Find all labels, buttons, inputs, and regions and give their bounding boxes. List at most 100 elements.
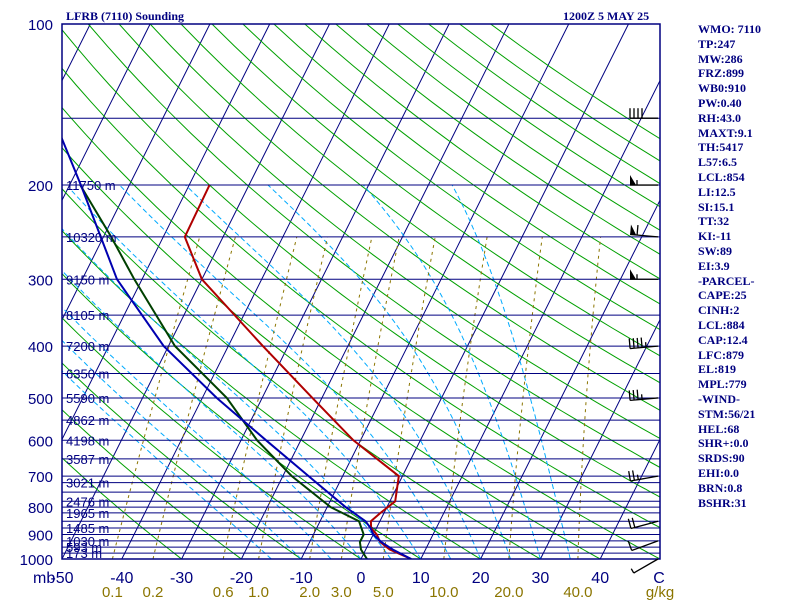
- wind-barb-staff: [631, 540, 659, 552]
- index-item: MAXT:9.1: [698, 125, 753, 140]
- wind-barb-pennant: [630, 269, 636, 280]
- mixing-ratio-line: [309, 236, 373, 559]
- wind-barb-halfflag: [636, 474, 639, 480]
- isotherm-line: [62, 24, 330, 559]
- sounding-curves: [62, 136, 412, 559]
- isotherm-line: [62, 24, 151, 202]
- isotherm-line: [480, 199, 660, 559]
- index-item: LFC:879: [698, 347, 744, 362]
- wind-barb-halfflag: [630, 568, 635, 574]
- parcel-line: [62, 136, 412, 559]
- pressure-tick-label: 600: [28, 433, 53, 450]
- height-label: 11750 m: [66, 178, 116, 193]
- isotherm-line: [599, 438, 660, 559]
- mixing-ratio-line: [152, 236, 236, 559]
- wind-barb-flag: [631, 517, 636, 528]
- plot-background: [62, 24, 660, 559]
- height-label: 2476 m: [66, 494, 109, 509]
- wind-barb-flag: [636, 337, 639, 348]
- index-item: MPL:779: [698, 377, 747, 392]
- pressure-tick-label: 500: [28, 391, 53, 408]
- index-item: SRDS:90: [698, 451, 745, 466]
- pressure-unit-label: mb: [33, 570, 55, 587]
- wind-barb-flag: [631, 470, 636, 481]
- pressure-tick-label: 400: [28, 339, 53, 356]
- index-item: EL:819: [698, 362, 737, 377]
- mixing-ratio-tick-label: 5.0: [373, 584, 394, 600]
- mixing-ratio-line: [222, 236, 298, 559]
- mixing-ratio-tick-label: 3.0: [331, 584, 352, 600]
- wind-barb-pennant: [630, 224, 637, 235]
- index-item: BRN:0.8: [698, 480, 743, 495]
- wind-barb-staff: [633, 558, 659, 574]
- index-item: SHR+:0.0: [698, 436, 749, 451]
- moist-adiabat-line: [62, 306, 332, 559]
- mixing-ratio-line: [258, 236, 329, 559]
- wind-barb-flag: [628, 390, 631, 401]
- pressure-tick-label: 200: [28, 178, 53, 195]
- height-label: 6350 m: [66, 366, 109, 381]
- mixing-ratio-line: [111, 236, 201, 559]
- moist-adiabat-line: [267, 184, 511, 559]
- wind-barbs: [627, 108, 659, 574]
- index-item: TP:247: [698, 36, 736, 51]
- index-item: STM:56/21: [698, 406, 756, 421]
- index-item: EHI:0.0: [698, 465, 740, 480]
- index-item: -PARCEL-: [698, 273, 755, 288]
- chart-title: LFRB (7110) Sounding: [66, 9, 184, 23]
- pressure-tick-label: 1000: [20, 552, 53, 569]
- index-item: EI:3.9: [698, 258, 730, 273]
- temp-tick-label: -10: [290, 570, 313, 587]
- index-item: SW:89: [698, 243, 733, 258]
- index-item: LCL:884: [698, 317, 745, 332]
- wind-barb-flag: [627, 518, 632, 529]
- wind-barb-flag: [636, 389, 639, 400]
- height-label: 1485 m: [66, 521, 109, 536]
- mixing-ratio-tick-label: 0.2: [143, 584, 164, 600]
- index-item: CINH:2: [698, 303, 740, 318]
- height-label: 593 m: [66, 540, 102, 555]
- temp-tick-label: -20: [230, 570, 253, 587]
- temp-tick-label: 40: [591, 570, 609, 587]
- index-item: LI:12.5: [698, 184, 736, 199]
- index-item: PW:0.40: [698, 95, 742, 110]
- mixing-ratio-tick-label: 2.0: [299, 584, 320, 600]
- temp-tick-label: 20: [472, 570, 490, 587]
- index-item: -WIND-: [698, 391, 740, 406]
- indices-panel: WMO: 7110 TP:247 MW:286 FRZ:899 WB0:910 PW:0.…: [698, 22, 798, 510]
- grid-lines: [62, 24, 660, 559]
- wind-barb-flag: [628, 338, 631, 349]
- pressure-tick-label: 900: [28, 528, 53, 545]
- pressure-tick-label: 800: [28, 500, 53, 517]
- height-label: 9150 m: [66, 272, 109, 287]
- wind-barb-flag: [628, 471, 632, 482]
- index-item: BSHR:31: [698, 495, 747, 510]
- wind-barb-flag: [640, 337, 643, 348]
- wind-barb-staff: [630, 345, 659, 350]
- mixing-ratio-line: [340, 236, 400, 559]
- wind-barb-flag: [636, 225, 639, 236]
- index-item: FRZ:899: [698, 66, 744, 81]
- isotherm-line: [300, 24, 570, 559]
- moist-adiabat-line: [62, 339, 302, 559]
- height-label: 8105 m: [66, 308, 109, 323]
- mixing-ratio-tick-label: 1.0: [248, 584, 269, 600]
- pressure-tick-label: 100: [28, 17, 53, 34]
- index-item: TH:5417: [698, 140, 744, 155]
- dewpoint-line: [79, 184, 368, 559]
- height-label: 3587 m: [66, 452, 109, 467]
- isotherm-line: [62, 24, 271, 441]
- index-item: L57:6.5: [698, 155, 737, 170]
- chart-time: 1200Z 5 MAY 25: [563, 9, 649, 23]
- wind-barb-staff: [630, 475, 659, 482]
- wind-barb-flag: [632, 338, 635, 349]
- height-label: 7200 m: [66, 339, 109, 354]
- isotherm-line: [121, 24, 390, 559]
- temp-tick-label: 30: [532, 570, 550, 587]
- index-item: CAPE:25: [698, 288, 747, 303]
- plot-frame: [61, 23, 661, 560]
- wind-barb-pennant: [630, 175, 636, 186]
- index-item: RH:43.0: [698, 110, 741, 125]
- index-item: HEL:68: [698, 421, 740, 436]
